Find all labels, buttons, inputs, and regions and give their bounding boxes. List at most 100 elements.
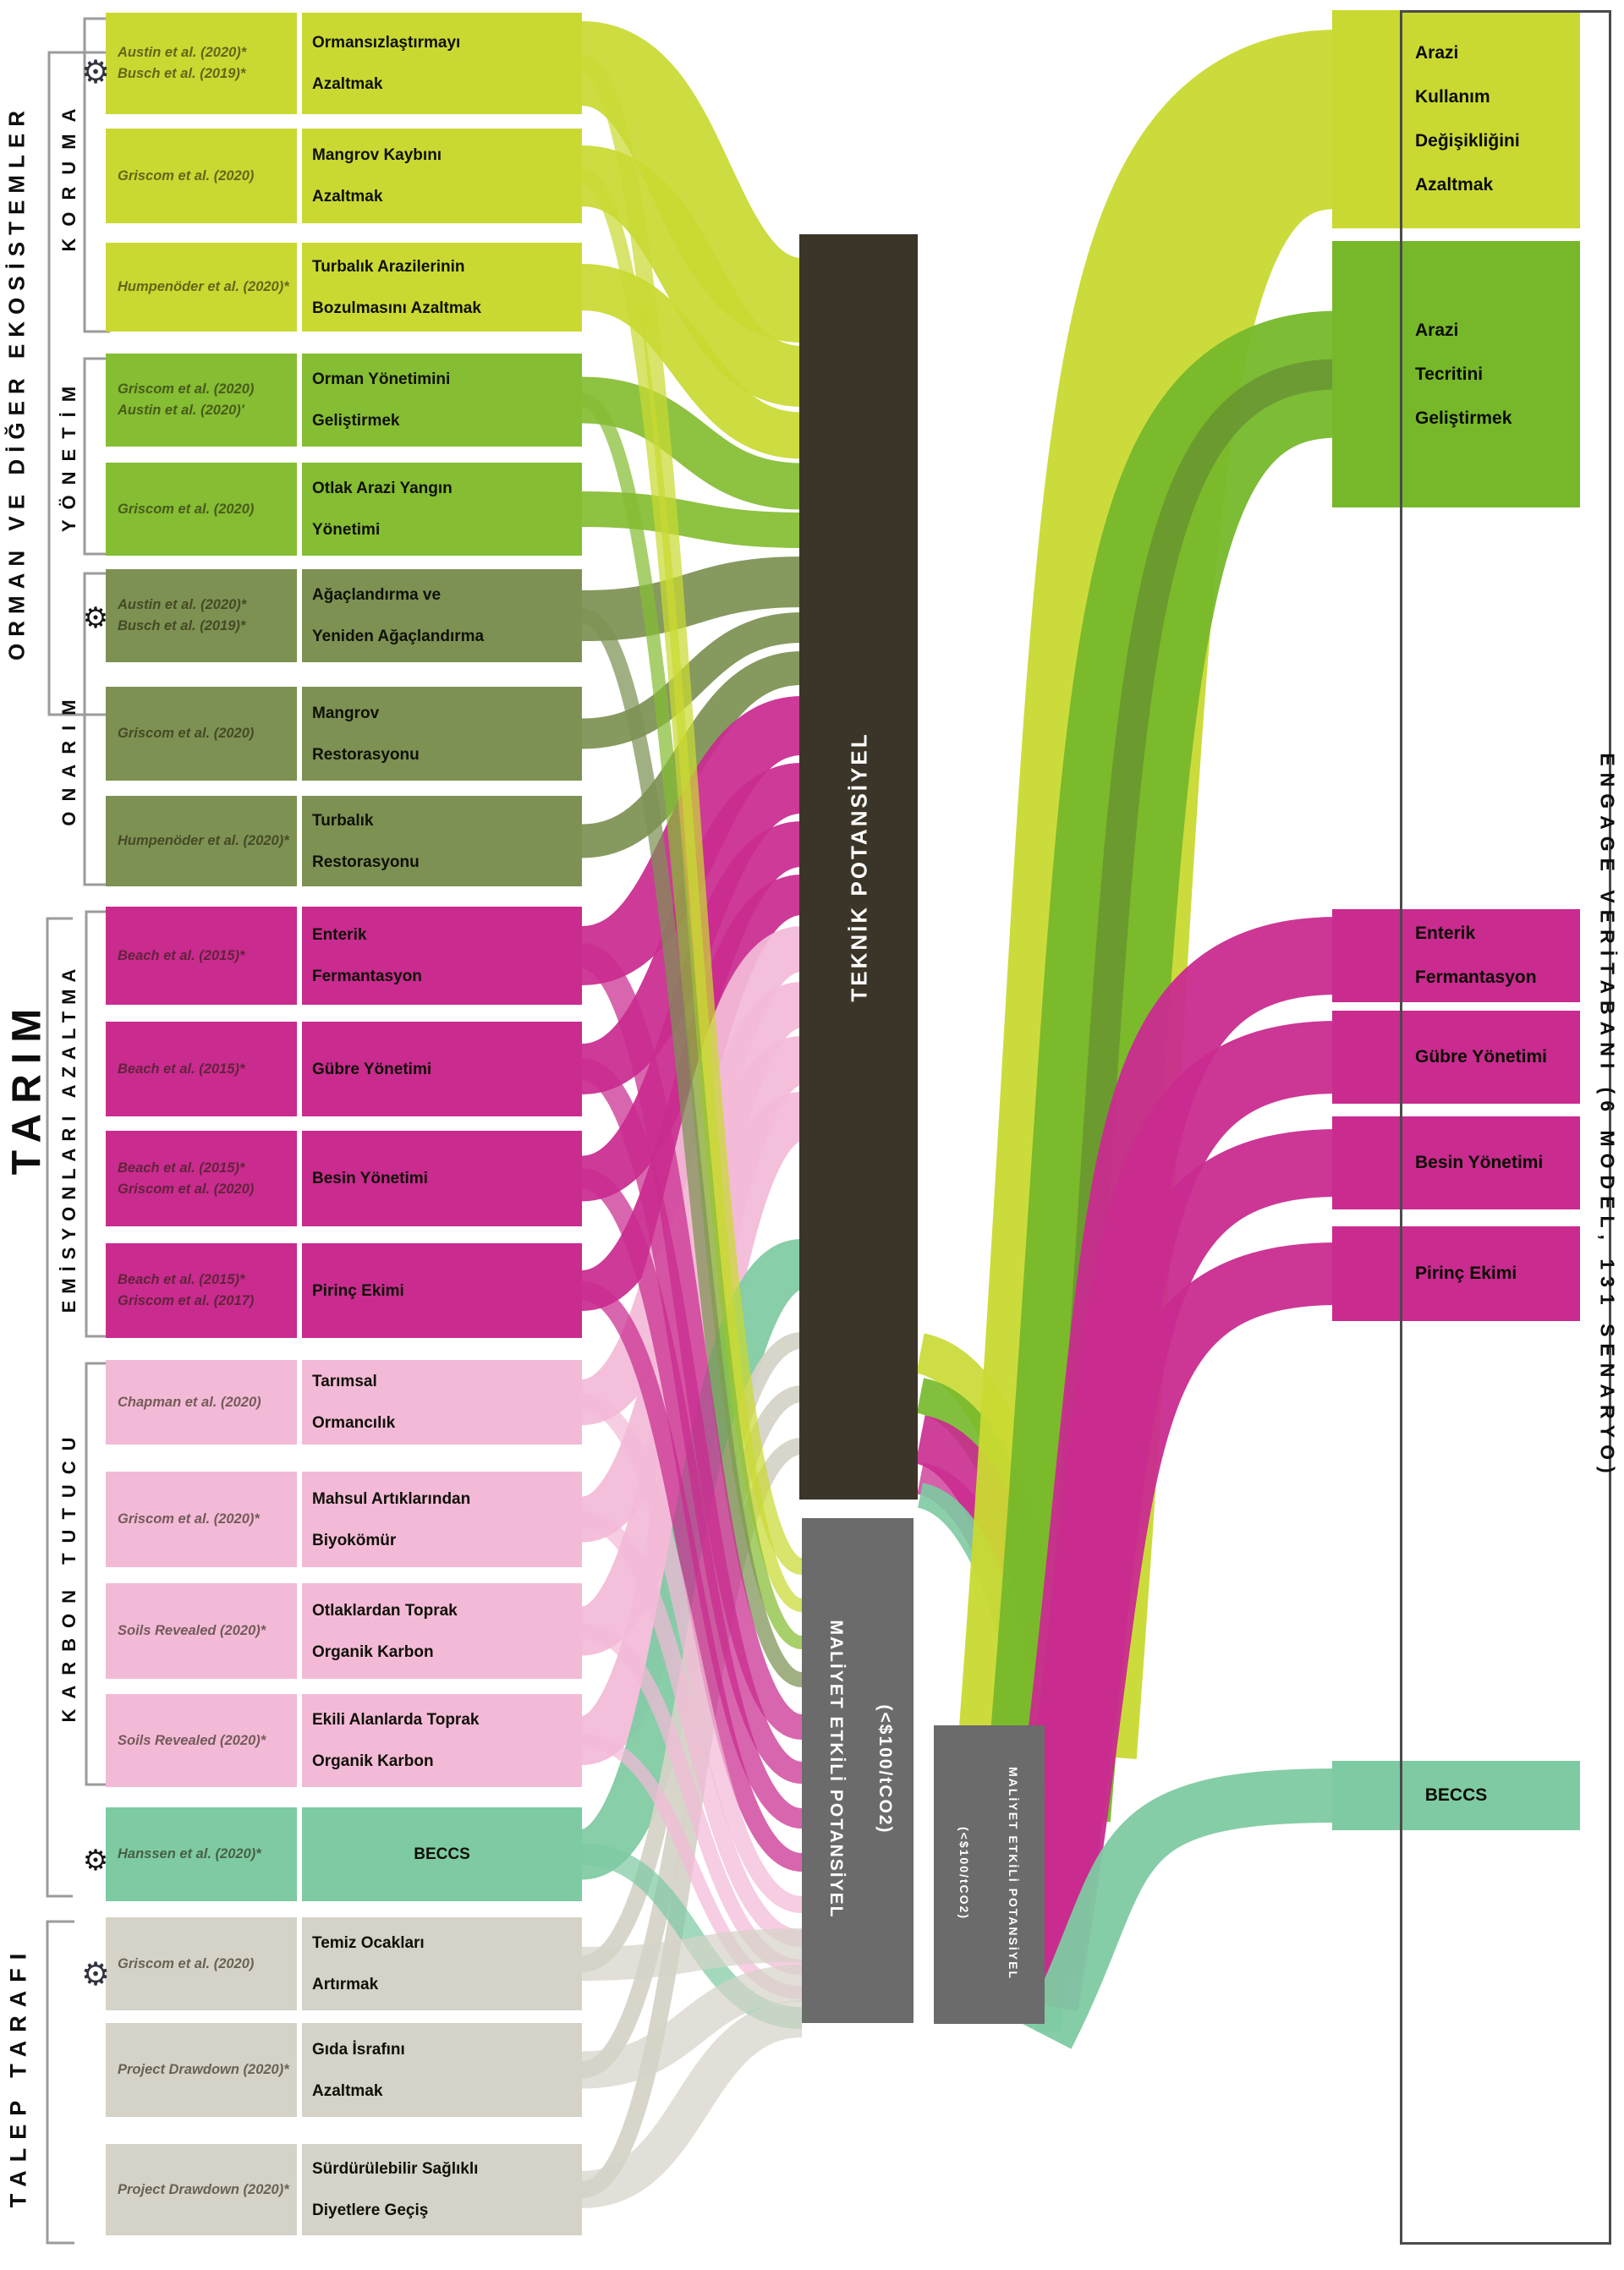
- outcome-text: Besin Yönetimi: [1415, 1153, 1544, 1172]
- intervention-text: Restorasyonu: [312, 745, 420, 764]
- intervention-box: Turbalık Restorasyonu: [302, 796, 582, 886]
- intervention-box: Enterik Fermantasyon: [302, 907, 582, 1005]
- flow-ribbon: [580, 1394, 804, 1913]
- citation-box: Austin et al. (2020)* Busch et al. (2019)…: [106, 13, 297, 114]
- source-row: Beach et al. (2015)* Gübre Yönetimi: [106, 1022, 582, 1116]
- citation-box: Beach et al. (2015)* Griscom et al. (2017…: [106, 1243, 297, 1338]
- intervention-text: Diyetlere Geçiş: [312, 2201, 429, 2219]
- citation-box: Griscom et al. (2020)*: [106, 1472, 297, 1567]
- citation-box: Hanssen et al. (2020)*: [106, 1807, 297, 1901]
- outcome-text: Gübre Yönetimi: [1415, 1047, 1547, 1066]
- gear-icon: ⚙: [82, 602, 109, 634]
- group-label: TARIM: [4, 998, 50, 1176]
- intervention-text: Otlaklardan Toprak: [312, 1601, 458, 1620]
- citation-text: Austin et al. (2020)': [118, 403, 244, 418]
- section-label: YÖNETİM: [58, 376, 80, 533]
- flow-ribbon: [580, 608, 804, 1687]
- engage-axis-label: ENGAGE VERİTABANI (6 MODEL, 131 SENARYO): [1596, 753, 1619, 1480]
- outcome-text: Tecritini: [1415, 364, 1484, 384]
- source-row: Griscom et al. (2020) Otlak Arazi Yangın Y…: [106, 463, 582, 556]
- section-bracket: [46, 917, 73, 1898]
- citation-text: Beach et al. (2015)*: [118, 1061, 245, 1077]
- flow-ribbon: [1023, 1768, 1339, 2049]
- outcome-box: Pirinç Ekimi: [1332, 1226, 1580, 1321]
- intervention-box: BECCS: [302, 1807, 582, 1901]
- source-row: Chapman et al. (2020) Tarımsal Ormancılık: [106, 1360, 582, 1445]
- citation-text: Griscom et al. (2020): [118, 1955, 255, 1971]
- flow-ribbon: [581, 1928, 803, 1981]
- intervention-text: Enterik: [312, 926, 367, 944]
- citation-text: Beach et al. (2015)*: [118, 1272, 245, 1287]
- source-row: Griscom et al. (2020) Temiz Ocakları Artır…: [106, 1917, 582, 2010]
- citation-box: Griscom et al. (2020): [106, 129, 297, 223]
- flow-ribbon: [580, 169, 804, 1612]
- citation-box: Project Drawdown (2020)*: [106, 2144, 297, 2235]
- intervention-box: Ağaçlandırma ve Yeniden Ağaçlandırma: [302, 569, 582, 662]
- outcome-text: Enterik: [1415, 924, 1476, 943]
- citation-text: Project Drawdown (2020)*: [118, 2062, 289, 2077]
- citation-text: Chapman et al. (2020): [118, 1394, 261, 1410]
- source-row: Griscom et al. (2020) Austin et al. (2020…: [106, 354, 582, 447]
- outcome-text: Pirinç Ekimi: [1415, 1264, 1517, 1283]
- intervention-text: Bozulmasını Azaltmak: [312, 299, 481, 317]
- intervention-text: Ağaçlandırma ve: [312, 586, 442, 604]
- technical-potential-box: [799, 234, 918, 1500]
- intervention-box: Mahsul Artıklarından Biyokömür: [302, 1472, 582, 1567]
- citation-box: Soils Revealed (2020)*: [106, 1694, 297, 1787]
- flow-ribbon: [581, 557, 803, 641]
- citation-text: Griscom et al. (2017): [118, 1293, 255, 1308]
- source-row: Hanssen et al. (2020)* BECCS: [106, 1807, 582, 1901]
- outcome-box: Gübre Yönetimi: [1332, 1011, 1580, 1104]
- gear-icon: ⚙: [80, 55, 111, 90]
- citation-text: Griscom et al. (2020): [118, 1181, 255, 1197]
- outcome-text: Değişikliğini: [1415, 131, 1520, 151]
- intervention-box: Tarımsal Ormancılık: [302, 1360, 582, 1445]
- section-label: KORUMA: [58, 96, 80, 252]
- citation-text: Busch et al. (2019)*: [118, 618, 246, 633]
- flow-ribbon: [580, 393, 804, 1649]
- intervention-text: Turbalık: [312, 811, 374, 830]
- intervention-box: Otlak Arazi Yangın Yönetimi: [302, 463, 582, 556]
- citation-text: Project Drawdown (2020)*: [118, 2181, 289, 2197]
- outcome-box: BECCS: [1332, 1761, 1580, 1830]
- intervention-text: Mangrov: [312, 704, 380, 722]
- flow-ribbon: [1016, 1242, 1339, 2012]
- citation-text: Hanssen et al. (2020)*: [118, 1846, 261, 1862]
- intervention-text: Sürdürülebilir Sağlıklı: [312, 2160, 479, 2178]
- citation-box: Austin et al. (2020)* Busch et al. (2019)…: [106, 569, 297, 662]
- intervention-text: Artırmak: [312, 1976, 379, 1993]
- section-label: ONARIM: [58, 689, 80, 826]
- group-label: ORMAN VE DİĞER EKOSİSTEMLER: [3, 103, 30, 661]
- citation-box: Chapman et al. (2020): [106, 1360, 297, 1445]
- citation-text: Beach et al. (2015)*: [118, 1160, 245, 1176]
- flow-ribbon: [578, 21, 806, 343]
- source-row: Soils Revealed (2020)* Ekili Alanlarda To…: [106, 1694, 582, 1787]
- source-row: Austin et al. (2020)* Busch et al. (2019)…: [106, 13, 582, 114]
- intervention-text: Mahsul Artıklarından: [312, 1489, 471, 1508]
- intervention-text: Gübre Yönetimi: [312, 1060, 432, 1078]
- flow-ribbon: [581, 376, 803, 510]
- outcome-text: Fermantasyon: [1415, 968, 1537, 987]
- gear-icon: ⚙: [82, 1845, 109, 1877]
- cost-effective-box: [802, 1518, 914, 2023]
- intervention-text: Temiz Ocakları: [312, 1934, 425, 1952]
- source-row: Beach et al. (2015)* Enterik Fermantasyon: [106, 907, 582, 1005]
- section-bracket: [85, 1362, 112, 1786]
- intervention-box: Mangrov Restorasyonu: [302, 687, 582, 781]
- flow-ribbon: [581, 612, 803, 749]
- cost-effective-small-title: MALİYET ETKİLİ POTANSİYEL: [1007, 1767, 1020, 1980]
- intervention-text: BECCS: [414, 1845, 470, 1863]
- citation-box: Beach et al. (2015)* Griscom et al. (2020…: [106, 1131, 297, 1226]
- flow-ribbon: [580, 2000, 804, 2208]
- intervention-text: Yeniden Ağaçlandırma: [312, 628, 485, 645]
- cost-effective-small-subtitle: (<$100/tCO2): [957, 1827, 971, 1920]
- citation-box: Humpenöder et al. (2020)*: [106, 796, 297, 886]
- intervention-text: Azaltmak: [312, 75, 383, 93]
- intervention-text: Orman Yönetimini: [312, 370, 451, 388]
- outcome-box: Arazi Tecritini Geliştirmek: [1332, 241, 1580, 507]
- intervention-box: Sürdürülebilir Sağlıklı Diyetlere Geçiş: [302, 2144, 582, 2235]
- intervention-text: Fermantasyon: [312, 968, 422, 985]
- flow-ribbon: [580, 1511, 804, 1947]
- source-row: Austin et al. (2020)* Busch et al. (2019)…: [106, 569, 582, 662]
- intervention-text: Organik Karbon: [312, 1642, 434, 1661]
